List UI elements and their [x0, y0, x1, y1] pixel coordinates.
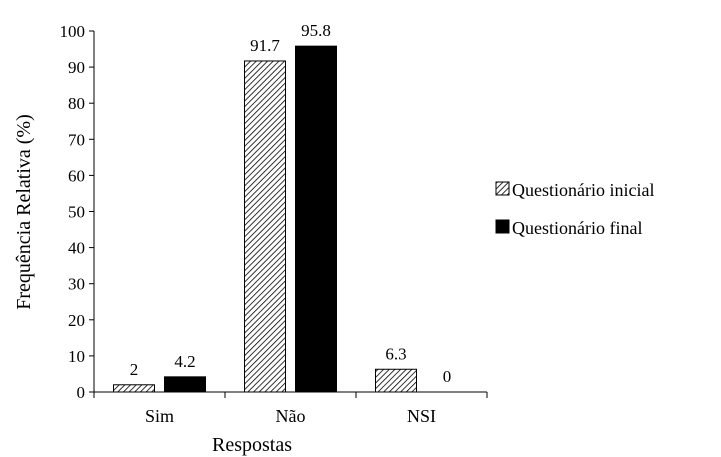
data-label: 2 [130, 360, 139, 379]
legend: Questionário inicial Questionário final [495, 180, 654, 238]
y-tick-label: 100 [60, 22, 86, 41]
category-label: Sim [145, 406, 174, 426]
y-tick-label: 30 [68, 275, 85, 294]
y-tick-label: 60 [68, 166, 85, 185]
data-label: 95.8 [301, 21, 331, 40]
category-label: Não [276, 406, 306, 426]
bar-final-0 [164, 376, 206, 393]
bar-inicial-2 [375, 368, 417, 393]
legend-swatch [495, 219, 510, 234]
data-label: 91.7 [250, 36, 280, 55]
y-tick-label: 0 [77, 383, 86, 402]
data-label: 6.3 [385, 344, 406, 363]
y-tick-label: 10 [68, 347, 85, 366]
y-axis-title: Frequência Relativa (%) [13, 114, 35, 309]
y-tick-label: 90 [68, 58, 85, 77]
y-tick-label: 40 [68, 239, 85, 258]
y-tick-label: 80 [68, 94, 85, 113]
bar-inicial-0 [113, 384, 155, 393]
bars [113, 45, 417, 393]
bar-final-1 [295, 45, 337, 393]
x-axis: Sim Não NSI [93, 391, 488, 426]
data-label: 4.2 [174, 352, 195, 371]
y-tick-label: 20 [68, 311, 85, 330]
data-labels: 2 91.7 6.3 4.2 95.8 0 [130, 21, 452, 386]
legend-swatch [495, 181, 510, 196]
bar-inicial-1 [244, 60, 286, 393]
y-tick-label: 70 [68, 130, 85, 149]
y-axis: 0 10 20 30 40 50 60 70 80 90 100 [60, 22, 95, 402]
legend-label: Questionário final [512, 218, 642, 238]
data-label: 0 [443, 367, 452, 386]
legend-label: Questionário inicial [512, 180, 654, 200]
y-tick-label: 50 [68, 203, 85, 222]
category-label: NSI [407, 406, 436, 426]
x-axis-title: Respostas [212, 434, 292, 456]
